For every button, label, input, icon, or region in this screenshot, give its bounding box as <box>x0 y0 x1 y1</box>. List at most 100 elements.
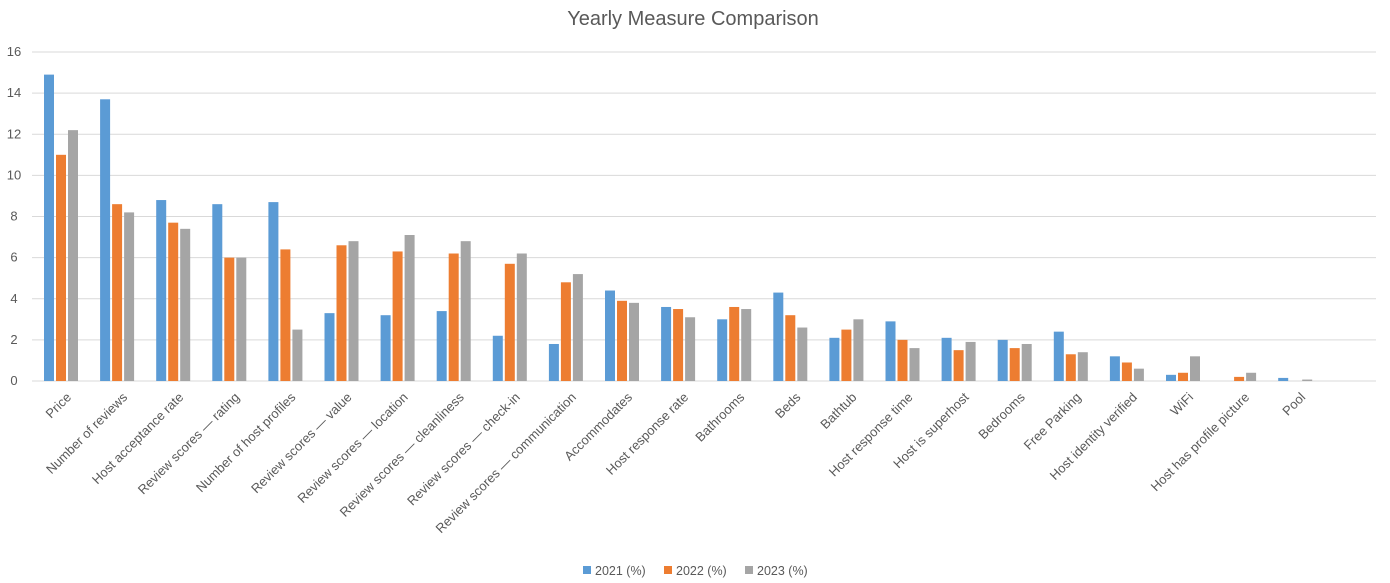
x-tick-label: Bathrooms <box>692 389 747 444</box>
y-tick-label: 6 <box>10 250 17 265</box>
legend-swatch <box>583 566 591 574</box>
bar-2023 <box>853 319 864 381</box>
bar-2023 <box>1077 352 1088 381</box>
bar-2023 <box>1190 356 1200 381</box>
bar-2021 <box>212 204 223 381</box>
bar-2022 <box>729 306 740 381</box>
x-tick-label: Bedrooms <box>975 389 1028 442</box>
bar-2022 <box>785 315 796 381</box>
bar-2023 <box>1246 372 1257 381</box>
x-tick-label: WiFi <box>1167 389 1196 418</box>
x-tick-label: Review scores — rating <box>135 390 243 498</box>
bar-2022 <box>224 257 235 381</box>
bar-2022 <box>504 263 515 381</box>
y-tick-label: 12 <box>7 126 21 141</box>
bar-2023 <box>629 302 639 381</box>
bar-2021 <box>268 202 279 381</box>
legend-label: 2021 (%) <box>595 564 646 578</box>
chart-title: Yearly Measure Comparison <box>567 8 819 30</box>
bar-2021 <box>1053 331 1064 381</box>
bar-2023 <box>1302 379 1313 381</box>
bar-2022 <box>617 300 627 381</box>
x-tick-label: Price <box>43 390 75 422</box>
x-tick-label: Pool <box>1279 389 1308 418</box>
bar-2021 <box>717 319 728 381</box>
bar-2023 <box>685 317 696 381</box>
bar-2023 <box>516 253 527 381</box>
x-tick-label: Host acceptance rate <box>89 390 186 487</box>
bar-2022 <box>1009 348 1020 381</box>
x-tick-label: Review scores — location <box>294 390 410 506</box>
y-tick-label: 8 <box>10 209 17 224</box>
legend-label: 2022 (%) <box>676 564 727 578</box>
bar-2021 <box>661 306 672 381</box>
y-tick-label: 14 <box>7 85 21 100</box>
bar-2021 <box>941 337 952 381</box>
bar-2023 <box>572 274 583 381</box>
y-tick-label: 2 <box>10 332 17 347</box>
bar-2022 <box>560 282 571 381</box>
bar-2023 <box>797 327 808 381</box>
bar-2021 <box>829 337 840 381</box>
bar-2023 <box>1133 368 1144 381</box>
y-axis-ticks: 0 2 4 6 8 10 12 14 16 <box>7 44 21 388</box>
bar-2021 <box>1166 374 1176 381</box>
bar-2023 <box>180 228 191 381</box>
bar-2023 <box>124 212 135 381</box>
legend-label: 2023 (%) <box>757 564 808 578</box>
x-tick-label: Host has profile picture <box>1148 390 1253 495</box>
bar-2023 <box>236 257 247 381</box>
bar-2021 <box>156 200 167 381</box>
bar-2021 <box>605 290 615 381</box>
bar-2021 <box>773 292 784 381</box>
x-tick-label: Bathtub <box>817 390 859 432</box>
x-tick-label: Beds <box>772 389 804 421</box>
bar-2022 <box>280 249 291 381</box>
x-tick-label: Review scores — check-in <box>404 390 523 509</box>
bar-2022 <box>841 329 852 381</box>
bar-2023 <box>460 241 471 381</box>
bar-2022 <box>168 222 179 381</box>
legend: 2021 (%) 2022 (%) 2023 (%) <box>583 564 808 578</box>
bar-2023 <box>348 241 359 381</box>
bar-2021 <box>44 74 54 382</box>
bar-2021 <box>1278 377 1289 381</box>
bar-2022 <box>1121 362 1132 381</box>
bars <box>44 74 1313 382</box>
bar-2021 <box>492 335 503 381</box>
bar-2021 <box>100 99 111 381</box>
x-tick-label: Review scores — value <box>248 390 355 497</box>
gridlines <box>32 51 1376 382</box>
bar-2022 <box>673 309 684 381</box>
bar-2023 <box>741 309 752 381</box>
bar-2022 <box>953 350 964 381</box>
bar-2022 <box>448 253 459 381</box>
bar-2023 <box>68 130 78 381</box>
bar-2022 <box>1065 354 1076 381</box>
bar-2022 <box>897 339 908 381</box>
bar-2022 <box>1178 372 1188 381</box>
bar-2021 <box>436 311 447 381</box>
bar-2023 <box>909 348 920 381</box>
y-tick-label: 0 <box>10 373 17 388</box>
bar-2021 <box>324 313 335 381</box>
legend-swatch <box>664 566 672 574</box>
bar-2022 <box>112 204 123 381</box>
bar-2021 <box>885 321 896 381</box>
y-tick-label: 4 <box>10 291 17 306</box>
bar-2022 <box>392 251 403 381</box>
bar-2023 <box>1021 343 1032 381</box>
x-tick-label: Number of host profiles <box>193 389 299 495</box>
bar-2021 <box>1109 356 1120 381</box>
bar-2022 <box>336 245 347 381</box>
legend-swatch <box>745 566 753 574</box>
bar-2023 <box>965 341 976 381</box>
bar-2023 <box>404 235 415 381</box>
bar-2022 <box>56 154 66 381</box>
bar-2022 <box>1234 376 1245 381</box>
y-tick-label: 10 <box>7 167 21 182</box>
bar-2023 <box>292 329 303 381</box>
bar-2021 <box>380 315 391 381</box>
